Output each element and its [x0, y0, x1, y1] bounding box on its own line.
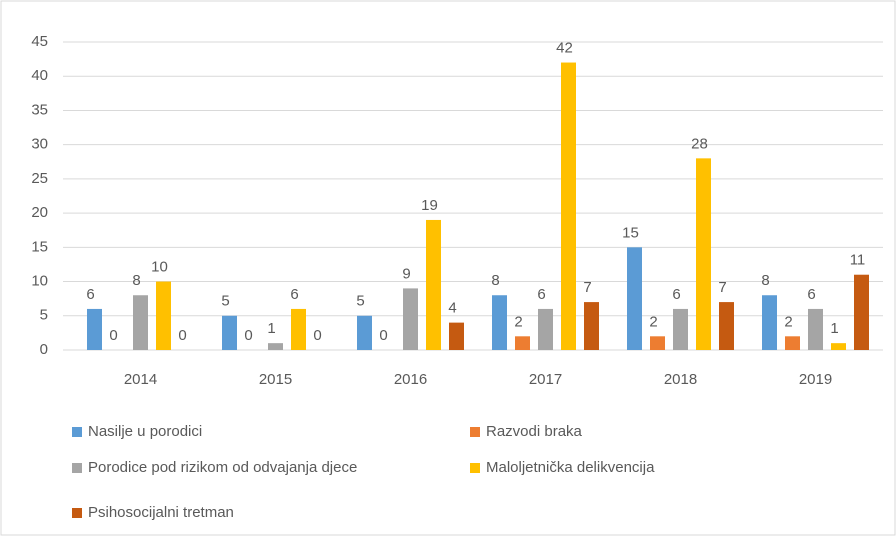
bar	[538, 308, 553, 350]
data-label: 5	[221, 293, 229, 310]
bar	[673, 308, 688, 350]
bar	[762, 295, 777, 350]
y-tick-label: 20	[31, 204, 48, 221]
data-label: 6	[86, 286, 94, 303]
y-tick-label: 35	[31, 101, 48, 118]
bar	[426, 219, 441, 350]
legend-label: Maloljetnička delikvencija	[486, 459, 655, 476]
data-label: 6	[290, 286, 298, 303]
legend-label: Porodice pod rizikom od odvajanja djece	[88, 459, 357, 476]
data-label: 2	[649, 313, 657, 330]
data-label: 7	[718, 279, 726, 296]
x-tick-label: 2017	[529, 371, 562, 388]
data-label: 2	[784, 313, 792, 330]
data-label: 1	[830, 320, 838, 337]
data-label: 10	[151, 259, 168, 276]
data-label: 0	[379, 327, 387, 344]
data-label: 6	[807, 286, 815, 303]
y-tick-label: 40	[31, 67, 48, 84]
x-tick-label: 2016	[394, 371, 427, 388]
data-label: 19	[421, 197, 438, 214]
x-tick-label: 2018	[664, 371, 697, 388]
legend-label: Psihosocijalni tretman	[88, 504, 234, 521]
bar	[650, 336, 665, 350]
data-label: 15	[622, 224, 639, 241]
bar	[719, 302, 734, 350]
y-tick-label: 25	[31, 170, 48, 187]
bar	[403, 288, 418, 350]
x-tick-label: 2019	[799, 371, 832, 388]
bar	[561, 62, 576, 351]
bar	[785, 336, 800, 350]
legend-swatch	[72, 427, 82, 437]
y-tick-label: 45	[31, 33, 48, 50]
bar	[291, 308, 306, 350]
bar	[831, 343, 846, 350]
bar	[627, 247, 642, 350]
y-tick-label: 5	[40, 307, 48, 324]
data-label: 0	[109, 327, 117, 344]
data-label: 5	[356, 293, 364, 310]
data-label: 7	[583, 279, 591, 296]
y-tick-label: 0	[40, 341, 48, 358]
x-tick-label: 2014	[124, 371, 157, 388]
data-label: 8	[491, 272, 499, 289]
data-label: 8	[132, 272, 140, 289]
legend-swatch	[470, 427, 480, 437]
bar	[222, 315, 237, 350]
data-label: 4	[448, 300, 456, 317]
y-tick-label: 15	[31, 238, 48, 255]
legend-swatch	[470, 463, 480, 473]
bar	[854, 274, 869, 350]
y-tick-label: 30	[31, 136, 48, 153]
data-label: 8	[761, 272, 769, 289]
bar	[808, 308, 823, 350]
x-tick-label: 2015	[259, 371, 292, 388]
bar	[133, 295, 148, 350]
bar	[492, 295, 507, 350]
data-label: 1	[267, 320, 275, 337]
data-label: 0	[313, 327, 321, 344]
bar	[449, 322, 464, 350]
data-label: 2	[514, 313, 522, 330]
bar	[696, 158, 711, 350]
bar	[87, 308, 102, 350]
data-label: 28	[691, 135, 708, 152]
bar	[515, 336, 530, 350]
data-label: 6	[537, 286, 545, 303]
legend-label: Nasilje u porodici	[88, 423, 202, 440]
legend-swatch	[72, 508, 82, 518]
bar	[357, 315, 372, 350]
legend-label: Razvodi braka	[486, 423, 583, 440]
data-label: 6	[672, 286, 680, 303]
data-label: 0	[244, 327, 252, 344]
y-tick-label: 10	[31, 273, 48, 290]
data-label: 42	[556, 40, 573, 57]
data-label: 0	[178, 327, 186, 344]
data-label: 9	[402, 265, 410, 282]
bar	[584, 302, 599, 350]
bar	[268, 343, 283, 350]
bar	[156, 281, 171, 350]
data-label: 11	[850, 252, 866, 269]
legend-swatch	[72, 463, 82, 473]
